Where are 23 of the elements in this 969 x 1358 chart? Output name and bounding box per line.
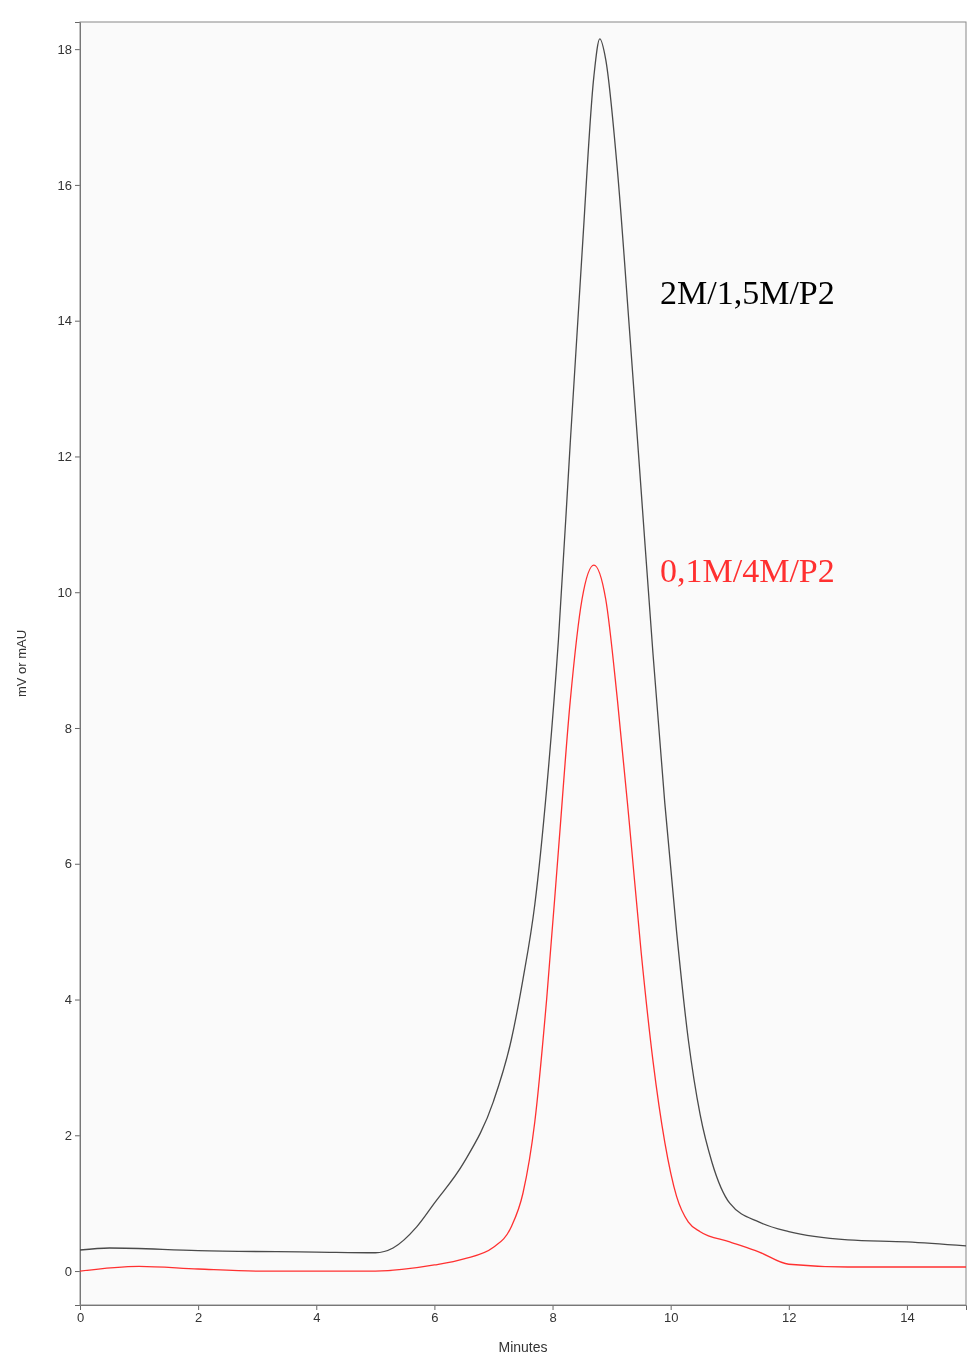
y-tick-label: 12 xyxy=(57,449,72,465)
x-tick-label: 14 xyxy=(900,1310,915,1326)
series-label: 2M/1,5M/P2 xyxy=(660,274,835,311)
y-tick-label: 18 xyxy=(57,41,72,57)
y-tick-label: 14 xyxy=(57,313,72,329)
x-tick-label: 6 xyxy=(431,1310,439,1326)
x-tick-label: 10 xyxy=(663,1310,679,1326)
x-tick-label: 0 xyxy=(76,1310,85,1326)
y-tick-label: 10 xyxy=(57,584,72,600)
x-tick-label: 4 xyxy=(313,1310,321,1326)
series-label: 0,1M/4M/P2 xyxy=(660,552,835,589)
line-series xyxy=(79,38,967,1254)
y-tick-label: 16 xyxy=(57,177,72,193)
x-axis-title: Minutes xyxy=(498,1339,548,1355)
y-axis-title: mV or mAU xyxy=(14,629,29,698)
x-tick-label: 8 xyxy=(549,1310,557,1326)
y-tick-label: 4 xyxy=(64,992,72,1008)
x-tick-label: 12 xyxy=(782,1310,797,1326)
y-tick-label: 0 xyxy=(64,1263,72,1279)
y-tick-label: 2 xyxy=(64,1127,72,1143)
x-tick-label: 2 xyxy=(195,1310,203,1326)
y-tick-label: 6 xyxy=(64,856,72,872)
y-tick-label: 8 xyxy=(64,720,72,736)
